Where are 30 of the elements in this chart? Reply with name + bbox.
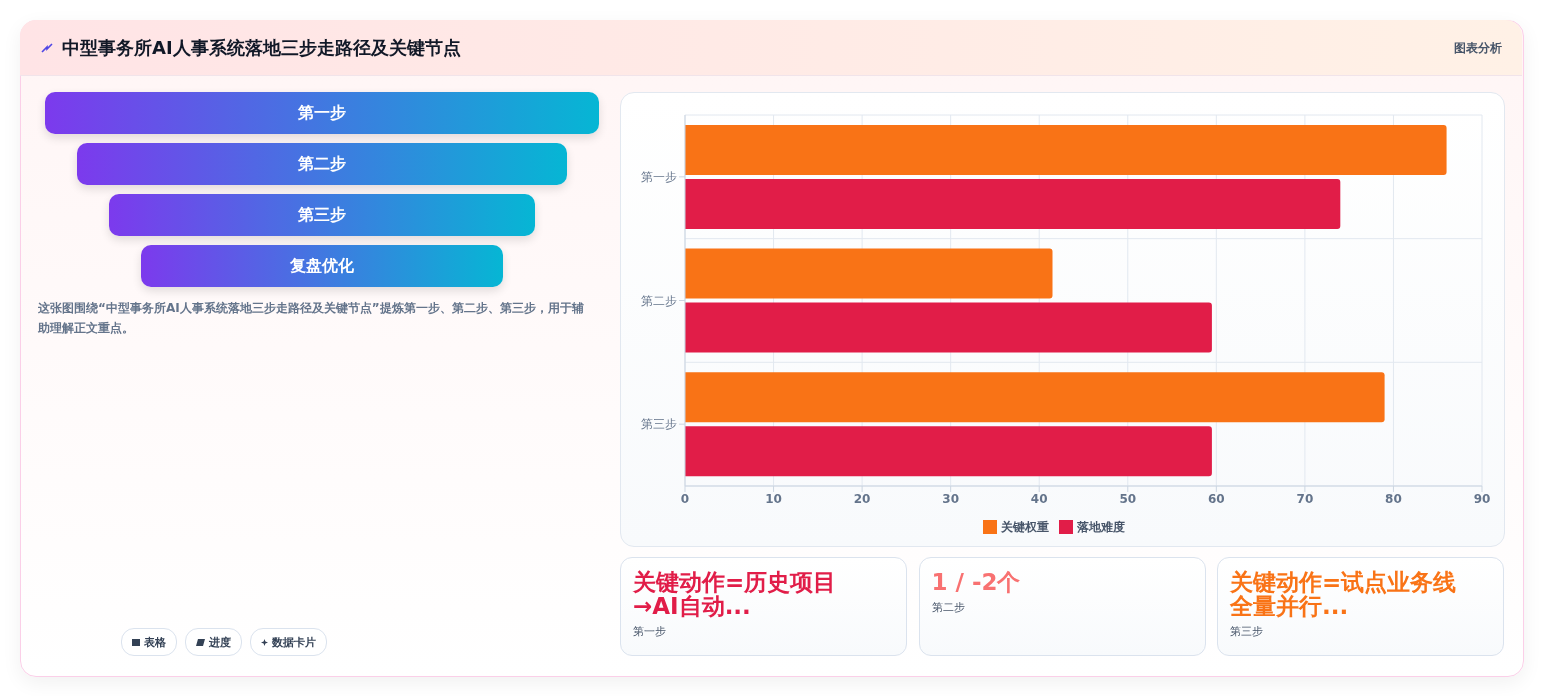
category-label: 关键动作=历史项目→AI自动... (633, 569, 838, 619)
category-label: 第三步 (109, 194, 535, 236)
legend-label: 关键权重 (1000, 520, 1049, 534)
y-tick-label: 第一步 (641, 170, 677, 185)
category-label: 关键动作=试点业务线全量并行... (1230, 569, 1458, 619)
legend-label: 落地难度 (1076, 520, 1125, 534)
x-tick-label: 10 (765, 491, 782, 506)
text: 数据卡片 (272, 634, 316, 650)
x-tick-label: 20 (853, 491, 871, 506)
text: 表格 (144, 634, 166, 650)
text: 第三步 (1230, 624, 1264, 639)
category-label: 第一步 (45, 92, 599, 134)
x-tick-label: 50 (1119, 491, 1137, 506)
x-tick-label: 60 (1207, 491, 1225, 506)
x-tick-label: 0 (680, 491, 690, 506)
category-label: 复盘优化 (141, 245, 503, 287)
x-tick-label: 40 (1030, 491, 1048, 506)
text: 图表分析 (1454, 40, 1502, 57)
x-tick-label: 70 (1296, 491, 1314, 506)
y-tick-label: 第三步 (641, 417, 677, 432)
text: 这张图围绕“中型事务所AI人事系统落地三步走路径及关键节点”提炼第一步、第二步、第三步，用于辅助理解正文重点。 (38, 300, 585, 337)
category-label: 1 / -2个 (931, 569, 1022, 595)
x-tick-label: 30 (942, 491, 960, 506)
x-tick-label: 80 (1385, 491, 1402, 506)
text: 进度 (209, 634, 231, 650)
category-label: 第二步 (77, 143, 567, 185)
text: 中型事务所AI人事系统落地三步走路径及关键节点 (62, 36, 461, 60)
text: 第二步 (931, 600, 966, 615)
y-tick-label: 第二步 (641, 293, 677, 308)
x-tick-label: 90 (1473, 491, 1491, 506)
